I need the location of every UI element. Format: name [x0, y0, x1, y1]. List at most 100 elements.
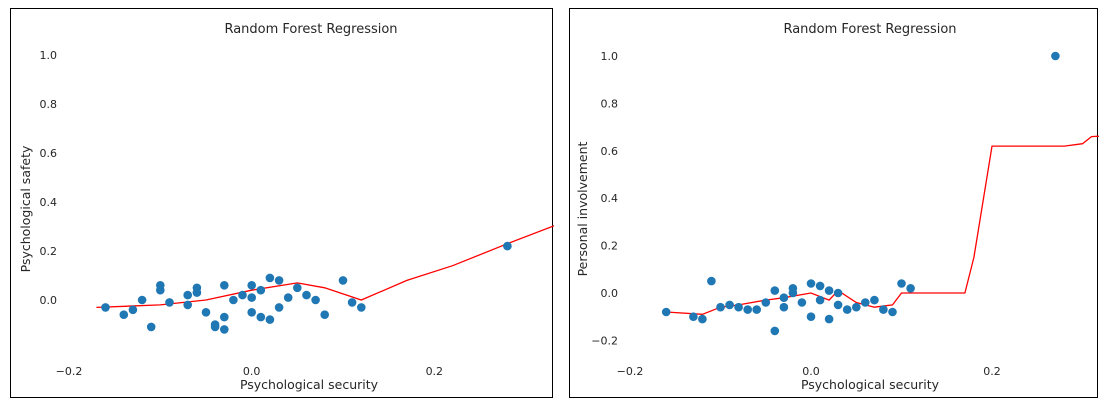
data-point — [183, 290, 192, 300]
data-point — [734, 302, 743, 312]
regression-line — [666, 135, 1099, 315]
x-tick-label: 0.2 — [426, 365, 444, 378]
data-point — [852, 302, 861, 312]
data-point — [201, 308, 211, 317]
data-point — [165, 298, 174, 307]
y-tick-label: 0.2 — [40, 245, 58, 258]
data-point — [824, 286, 834, 295]
data-point — [119, 310, 129, 320]
data-point — [707, 276, 716, 286]
data-point — [725, 300, 734, 310]
x-tick-label: −0.2 — [56, 365, 83, 378]
data-point — [265, 315, 275, 324]
y-tick-label: 1.0 — [601, 50, 619, 63]
y-tick-label: 0.8 — [601, 97, 619, 110]
data-point — [689, 312, 698, 322]
y-tick-label: 0.0 — [40, 294, 58, 307]
data-point — [293, 283, 302, 293]
data-point — [833, 288, 843, 298]
data-point — [833, 300, 843, 310]
chart-panel-left: Random Forest Regression Psychological s… — [10, 8, 554, 398]
x-tick-labels: −0.20.00.20.40.60.81.0 — [617, 365, 1001, 378]
data-point — [770, 326, 780, 336]
data-point — [192, 288, 202, 297]
data-point — [698, 314, 707, 324]
data-point — [238, 290, 247, 300]
data-point — [183, 300, 192, 310]
data-point — [1051, 51, 1060, 61]
data-point — [220, 312, 229, 322]
data-point — [247, 308, 256, 317]
data-point — [870, 295, 879, 305]
y-tick-labels: −0.2 0.0 0.2 0.4 0.6 0.8 1.0 — [591, 50, 618, 347]
data-point — [338, 276, 348, 285]
data-point — [347, 298, 357, 307]
data-point — [229, 295, 238, 305]
data-point — [274, 303, 284, 312]
plot-area — [96, 225, 554, 334]
data-point — [879, 305, 888, 314]
y-tick-label: 1.0 — [40, 49, 58, 62]
data-point — [861, 298, 870, 307]
chart-right: Random Forest Regression Psychological s… — [575, 22, 1099, 392]
data-point — [788, 284, 798, 293]
data-point — [797, 298, 807, 307]
data-point — [716, 302, 725, 312]
y-tick-label: 0.8 — [40, 98, 58, 111]
data-point — [888, 307, 897, 317]
y-tick-label: 0.2 — [601, 240, 619, 253]
data-point — [897, 279, 906, 288]
data-point — [503, 241, 512, 251]
x-tick-labels: −0.20.00.20.40.60.81.0 — [56, 365, 444, 378]
x-tick-label: −0.2 — [617, 365, 644, 378]
data-point — [210, 322, 220, 332]
chart-title: Random Forest Regression — [224, 22, 397, 37]
y-tick-labels: 0.0 0.2 0.4 0.6 0.8 1.0 — [40, 49, 58, 307]
y-tick-label: 0.6 — [601, 145, 619, 158]
x-axis-label: Psychological security — [240, 377, 379, 392]
regression-line — [96, 225, 554, 309]
data-point — [743, 305, 752, 314]
data-point — [906, 284, 915, 293]
data-point — [806, 279, 816, 288]
data-point — [311, 295, 320, 305]
y-tick-label: −0.2 — [591, 334, 618, 347]
data-point — [247, 281, 256, 290]
chart-left: Random Forest Regression Psychological s… — [18, 22, 554, 392]
y-tick-label: 0.4 — [40, 196, 58, 209]
chart-title: Random Forest Regression — [783, 22, 956, 37]
data-point — [779, 302, 789, 312]
y-axis-label: Psychological safety — [18, 145, 33, 272]
data-point — [752, 305, 761, 314]
plot-area — [661, 51, 1099, 336]
data-point — [661, 307, 671, 317]
data-point — [761, 298, 771, 307]
data-point — [806, 312, 816, 322]
y-tick-label: 0.6 — [40, 147, 58, 160]
data-point — [247, 293, 256, 302]
data-point — [128, 305, 138, 315]
y-axis-label: Personal involvement — [575, 142, 590, 277]
data-point — [137, 295, 147, 305]
data-point — [283, 293, 293, 302]
data-point — [824, 314, 834, 324]
x-axis-label: Psychological security — [801, 377, 940, 392]
data-point — [274, 276, 284, 285]
data-point — [770, 286, 780, 295]
x-tick-label: 0.0 — [243, 365, 261, 378]
data-point — [265, 273, 275, 283]
data-point — [320, 310, 330, 320]
x-tick-label: 0.2 — [983, 365, 1001, 378]
data-point — [256, 312, 266, 322]
y-tick-label: 0.4 — [601, 192, 619, 205]
data-point — [815, 295, 825, 305]
chart-panel-right: Random Forest Regression Psychological s… — [569, 8, 1099, 398]
data-point — [357, 303, 366, 312]
x-tick-label: 0.0 — [802, 365, 820, 378]
data-point — [146, 322, 156, 332]
data-point — [302, 290, 311, 300]
data-point — [220, 281, 229, 290]
y-tick-label: 0.0 — [601, 287, 619, 300]
data-point — [156, 281, 165, 290]
data-point — [101, 303, 110, 312]
